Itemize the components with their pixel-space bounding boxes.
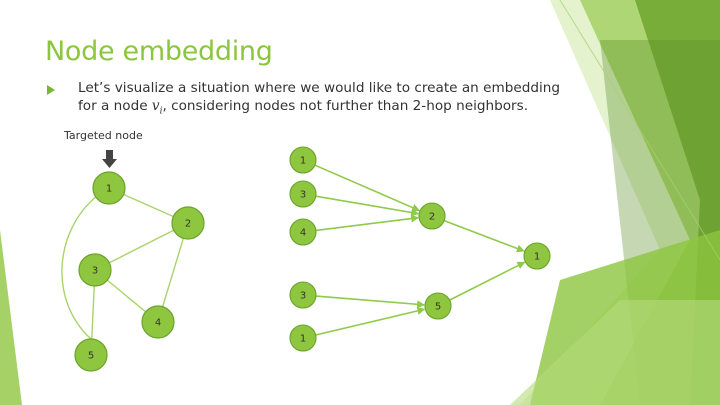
node-label: 2 [429, 212, 435, 223]
graph-node-5: 5 [74, 338, 108, 372]
graph-node-1: 1 [92, 171, 126, 205]
node-variable: vi [151, 98, 163, 117]
node-circle [92, 171, 126, 205]
node-variable-main: v [151, 98, 160, 114]
node-label: 5 [88, 351, 94, 362]
right-bottom-light [510, 300, 720, 405]
left-corner-shape [0, 230, 22, 405]
node-label: 1 [534, 252, 540, 263]
arrow-a1-b2 [314, 164, 421, 212]
decor-line [559, 0, 720, 261]
node-label: 3 [300, 291, 306, 302]
node-circle [171, 206, 205, 240]
node-label: 5 [435, 302, 441, 313]
node-label: 1 [106, 184, 112, 195]
node-label: 4 [300, 228, 306, 239]
node-label: 3 [300, 190, 306, 201]
tree-node-d1: 1 [289, 324, 317, 352]
arrow-a4-b2 [315, 214, 420, 232]
bullet-text: Let’s visualize a situation where we wou… [78, 79, 578, 121]
arrow-b2-c1 [443, 219, 525, 253]
arrow-d1-e5 [315, 306, 426, 336]
node-label: 3 [92, 266, 98, 277]
computation-tree-arrows [314, 164, 526, 336]
node-circle [424, 292, 452, 320]
tree-node-c1: 1 [523, 242, 551, 270]
tree-node-a3: 3 [289, 180, 317, 208]
edge-1-5 [61, 195, 98, 340]
node-variable-subscript: i [159, 106, 163, 117]
bullet-arrow-icon [47, 85, 55, 95]
node-circle [74, 338, 108, 372]
node-label: 4 [155, 318, 161, 329]
node-label: 1 [300, 156, 306, 167]
arrow-d3-e5 [315, 295, 426, 309]
graph-node-2: 2 [171, 206, 205, 240]
graph-node-3: 3 [78, 253, 112, 287]
arrow-a3-b2 [315, 195, 420, 217]
node-circle [78, 253, 112, 287]
node-circle [141, 305, 175, 339]
computation-tree-nodes: 1 3 4 2 1 3 1 5 [289, 146, 551, 352]
node-circle [289, 281, 317, 309]
tree-node-a4: 4 [289, 218, 317, 246]
graph-node-4: 4 [141, 305, 175, 339]
target-pointer-icon [102, 150, 117, 168]
node-circle [289, 324, 317, 352]
edge-2-3 [94, 222, 189, 271]
node-circle [289, 180, 317, 208]
tree-node-d3: 3 [289, 281, 317, 309]
node-circle [289, 146, 317, 174]
tree-node-e5: 5 [424, 292, 452, 320]
bullet-text-part1: Let’s visualize a situation where we wou… [78, 80, 560, 114]
slide-title: Node embedding [45, 36, 273, 67]
node-circle [418, 202, 446, 230]
tree-node-b2: 2 [418, 202, 446, 230]
bullet-text-part2: , considering nodes not further than 2-h… [162, 98, 529, 114]
node-label: 1 [300, 334, 306, 345]
node-label: 2 [185, 219, 191, 230]
targeted-node-label: Targeted node [64, 129, 143, 142]
tree-node-a1: 1 [289, 146, 317, 174]
node-circle [523, 242, 551, 270]
left-graph-nodes: 1 2 3 4 5 [74, 171, 205, 372]
arrow-e5-c1 [449, 261, 526, 301]
edge-2-4 [157, 222, 189, 323]
node-circle [289, 218, 317, 246]
